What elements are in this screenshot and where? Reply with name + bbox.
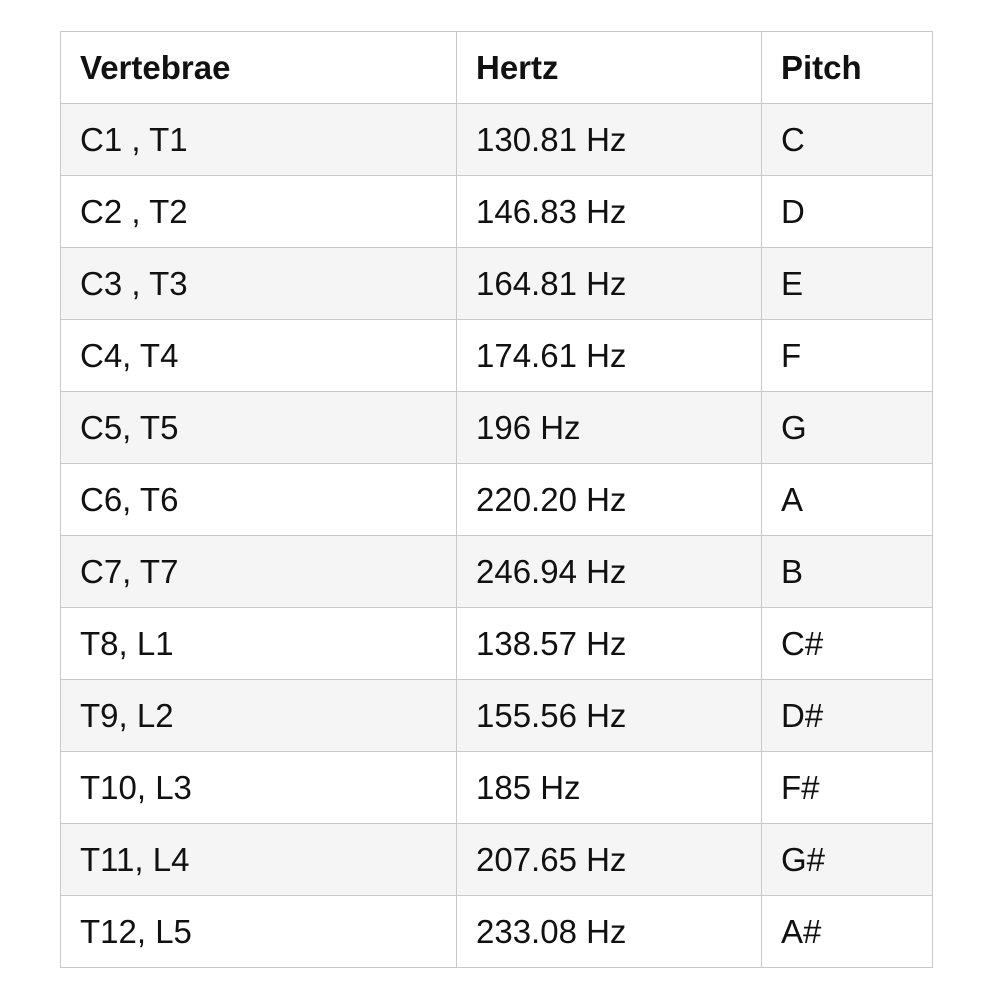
- cell-pitch: C#: [761, 607, 933, 680]
- cell-vertebrae: C7, T7: [60, 535, 457, 608]
- cell-pitch: G: [761, 391, 933, 464]
- cell-pitch: A: [761, 463, 933, 536]
- cell-hertz: 185 Hz: [456, 751, 762, 824]
- cell-hertz: 174.61 Hz: [456, 319, 762, 392]
- cell-hertz: 233.08 Hz: [456, 895, 762, 968]
- cell-hertz: 164.81 Hz: [456, 247, 762, 320]
- cell-hertz: 138.57 Hz: [456, 607, 762, 680]
- cell-vertebrae: T8, L1: [60, 607, 457, 680]
- cell-pitch: D: [761, 175, 933, 248]
- cell-vertebrae: C6, T6: [60, 463, 457, 536]
- table-row: T9, L2 155.56 Hz D#: [60, 679, 933, 752]
- cell-hertz: 220.20 Hz: [456, 463, 762, 536]
- cell-vertebrae: T9, L2: [60, 679, 457, 752]
- cell-vertebrae: T11, L4: [60, 823, 457, 896]
- cell-vertebrae: C4, T4: [60, 319, 457, 392]
- cell-hertz: 246.94 Hz: [456, 535, 762, 608]
- cell-pitch: F: [761, 319, 933, 392]
- cell-hertz: 155.56 Hz: [456, 679, 762, 752]
- table-row: C5, T5 196 Hz G: [60, 391, 933, 464]
- column-header-pitch: Pitch: [761, 31, 933, 104]
- cell-pitch: C: [761, 103, 933, 176]
- cell-pitch: D#: [761, 679, 933, 752]
- cell-pitch: E: [761, 247, 933, 320]
- cell-hertz: 130.81 Hz: [456, 103, 762, 176]
- cell-hertz: 207.65 Hz: [456, 823, 762, 896]
- cell-pitch: F#: [761, 751, 933, 824]
- table-row: C2 , T2 146.83 Hz D: [60, 175, 933, 248]
- vertebrae-frequency-table: Vertebrae Hertz Pitch C1 , T1 130.81 Hz …: [60, 31, 933, 968]
- table-header: Vertebrae Hertz Pitch: [60, 31, 933, 104]
- table-row: T12, L5 233.08 Hz A#: [60, 895, 933, 968]
- table-row: C1 , T1 130.81 Hz C: [60, 103, 933, 176]
- column-header-hertz: Hertz: [456, 31, 762, 104]
- cell-vertebrae: C3 , T3: [60, 247, 457, 320]
- cell-hertz: 146.83 Hz: [456, 175, 762, 248]
- table-row: T8, L1 138.57 Hz C#: [60, 607, 933, 680]
- table-row: C6, T6 220.20 Hz A: [60, 463, 933, 536]
- cell-pitch: G#: [761, 823, 933, 896]
- cell-vertebrae: T10, L3: [60, 751, 457, 824]
- table-row: T10, L3 185 Hz F#: [60, 751, 933, 824]
- table-body: C1 , T1 130.81 Hz C C2 , T2 146.83 Hz D …: [60, 103, 933, 968]
- cell-pitch: B: [761, 535, 933, 608]
- table-row: T11, L4 207.65 Hz G#: [60, 823, 933, 896]
- cell-vertebrae: T12, L5: [60, 895, 457, 968]
- cell-vertebrae: C2 , T2: [60, 175, 457, 248]
- header-row: Vertebrae Hertz Pitch: [60, 31, 933, 104]
- frequency-table-container: Vertebrae Hertz Pitch C1 , T1 130.81 Hz …: [60, 31, 933, 968]
- cell-hertz: 196 Hz: [456, 391, 762, 464]
- cell-pitch: A#: [761, 895, 933, 968]
- column-header-vertebrae: Vertebrae: [60, 31, 457, 104]
- table-row: C7, T7 246.94 Hz B: [60, 535, 933, 608]
- cell-vertebrae: C5, T5: [60, 391, 457, 464]
- table-row: C4, T4 174.61 Hz F: [60, 319, 933, 392]
- cell-vertebrae: C1 , T1: [60, 103, 457, 176]
- table-row: C3 , T3 164.81 Hz E: [60, 247, 933, 320]
